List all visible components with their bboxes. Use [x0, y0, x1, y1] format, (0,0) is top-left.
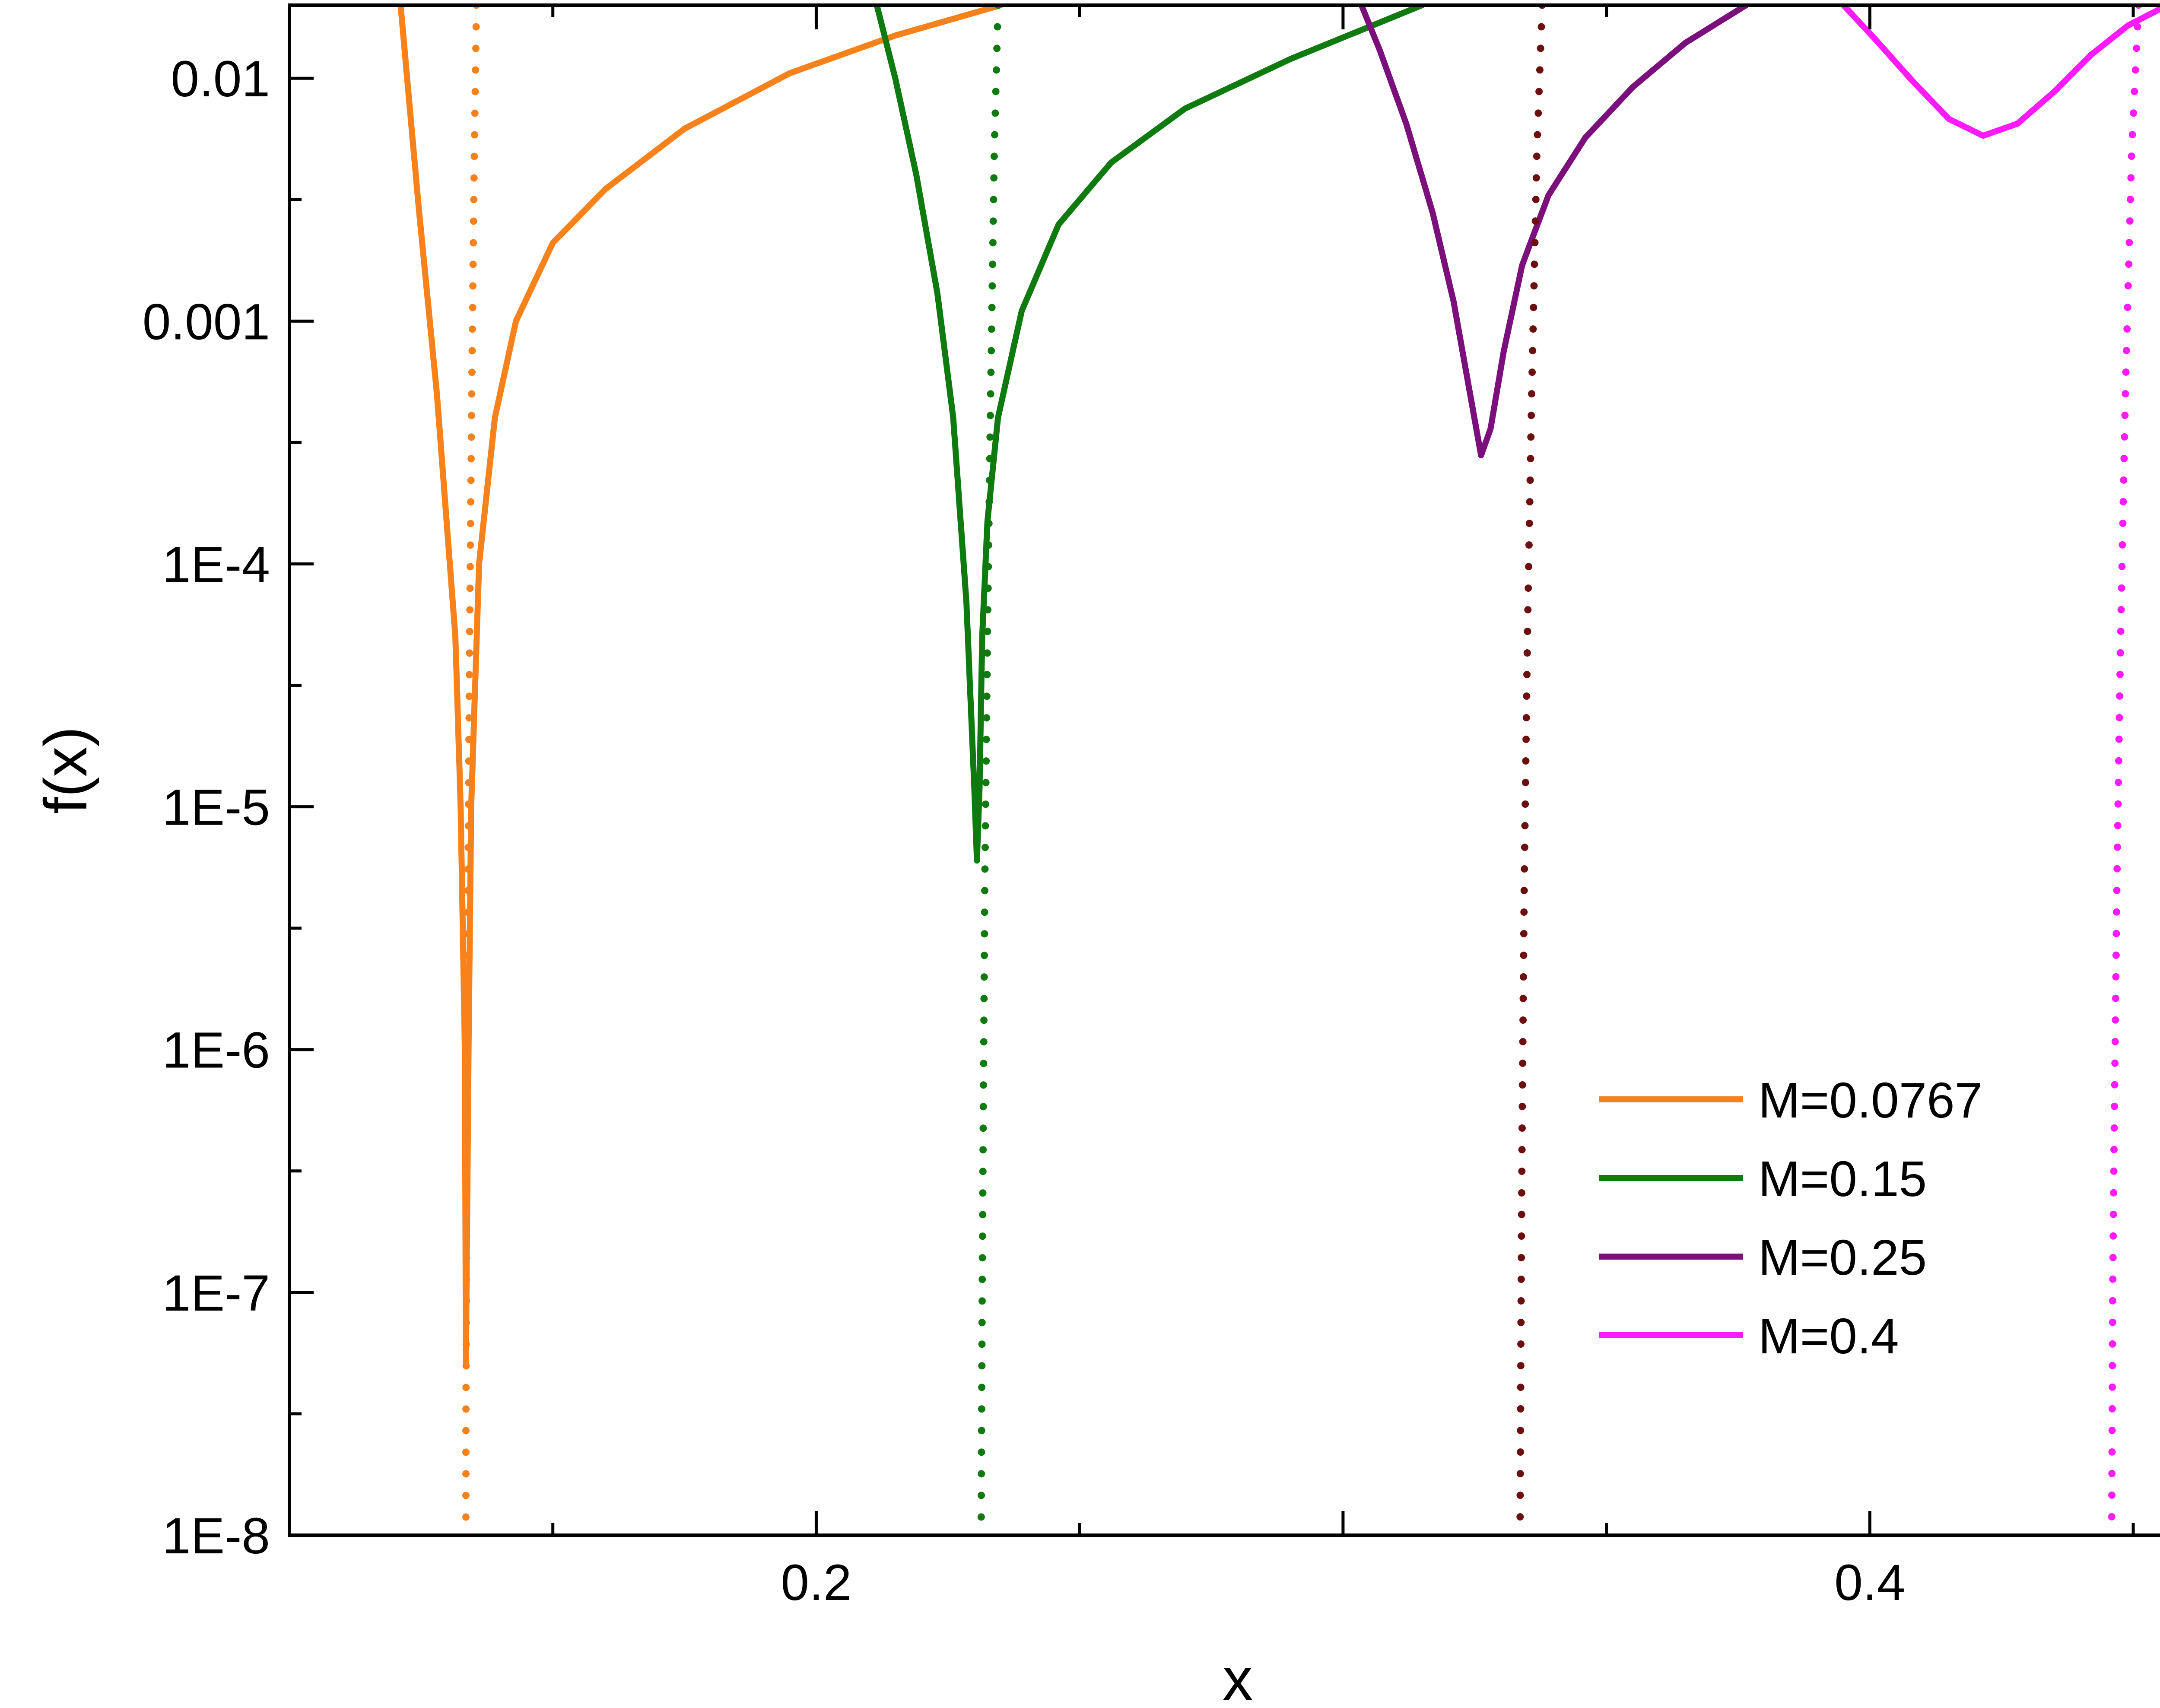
dotted-curve-m0-15dotted: [977, 5, 1002, 1535]
y-tick-label: 0.01: [171, 51, 270, 108]
axes-layer: 0.2 0.4 1E-8 1E-7 1E-6 1E-5 1E-4 0.001 0.01: [143, 5, 2135, 1611]
y-tick-label: 1E-7: [162, 1265, 270, 1322]
y-axis-title: f(x): [32, 727, 99, 814]
x-axis-title: x: [1223, 1645, 1253, 1708]
x-tick-label: 0.2: [781, 1554, 851, 1611]
y-tick-label: 1E-8: [162, 1508, 270, 1565]
y-tick-label: 1E-4: [162, 536, 270, 593]
curve-m0-15: [874, 5, 1425, 864]
y-tick-label: 1E-6: [162, 1022, 270, 1079]
curve-m0-0767: [397, 5, 1004, 1369]
plot-frame: [288, 3, 2160, 1537]
legend-label: M=0.25: [1758, 1229, 1927, 1286]
curve-m0-4: [1840, 5, 2160, 139]
y-tick-label: 1E-5: [162, 779, 270, 836]
curve-m0-25: [1358, 5, 1749, 459]
legend-label: M=0.4: [1758, 1308, 1899, 1364]
legend-label: M=0.15: [1758, 1151, 1927, 1207]
x-tick-label: 0.4: [1834, 1554, 1905, 1611]
legend-label: M=0.0767: [1758, 1072, 1982, 1128]
y-tick-label: 0.001: [143, 293, 270, 350]
legend: M=0.0767 M=0.15 M=0.25 M=0.4: [1599, 1072, 1982, 1364]
dotted-curve-m0-4dotted: [2108, 5, 2142, 1535]
series-layer: [397, 5, 2160, 1535]
